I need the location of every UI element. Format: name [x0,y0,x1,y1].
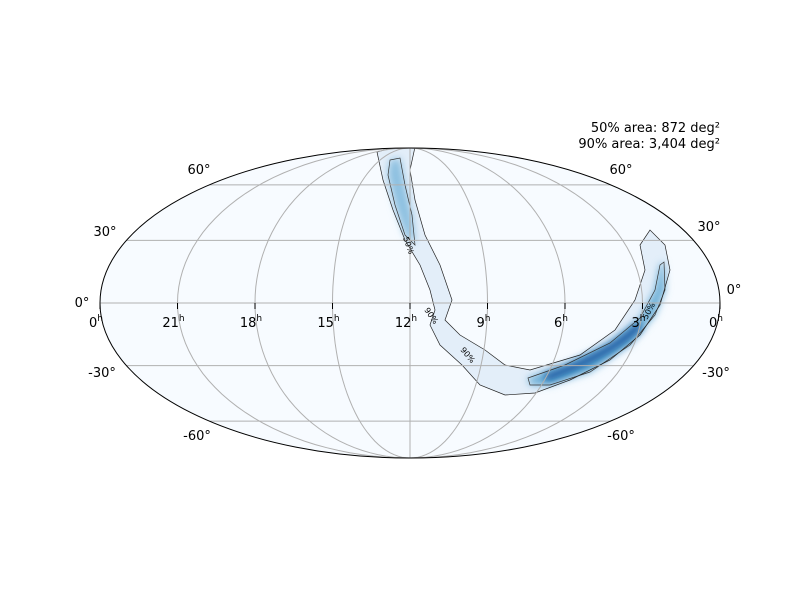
region-90 [377,148,670,395]
dec-label: 30° [697,220,720,235]
contour-90 [376,148,671,396]
ra-unit: h [411,314,417,324]
dec-label: -30° [702,366,730,381]
ra-unit: h [256,314,262,324]
area-annotation: 50% area: 872 deg² [591,121,720,136]
ra-value: 6 [554,316,562,331]
contour-50 [527,261,666,386]
ra-unit: h [334,314,340,324]
dec-label: 30° [93,225,116,240]
ra-value: 18 [240,316,257,331]
peak [543,322,643,382]
ra-label: 9h [477,314,491,331]
ra-label: 0h [89,314,103,331]
ra-label: 3h [632,314,646,331]
ra-label: 15h [317,314,339,331]
ra-value: 12 [395,316,412,331]
ra-label: 12h [395,314,417,331]
region-50-glow [388,158,415,245]
dec-label: 0° [75,296,90,311]
ra-value: 15 [317,316,334,331]
ra-unit: h [485,314,491,324]
ra-value: 0 [89,316,97,331]
dec-label: 0° [727,283,742,298]
ra-unit: h [717,314,723,324]
ra-label: 0h [709,314,723,331]
ra-value: 3 [632,316,640,331]
dec-label: 60° [609,163,632,178]
ra-value: 9 [477,316,485,331]
dec-label: -60° [607,429,635,444]
dec-label: 60° [187,163,210,178]
ra-unit: h [97,314,103,324]
ra-unit: h [640,314,646,324]
area-annotation: 90% area: 3,404 deg² [578,137,720,152]
dec-label: -60° [183,429,211,444]
ra-label: 6h [554,314,568,331]
ra-unit: h [562,314,568,324]
ra-value: 21 [162,316,179,331]
ra-label: 21h [162,314,184,331]
ra-label: 18h [240,314,262,331]
ra-unit: h [179,314,185,324]
dec-label: -30° [88,366,116,381]
ra-value: 0 [709,316,717,331]
probability-map [376,148,671,396]
